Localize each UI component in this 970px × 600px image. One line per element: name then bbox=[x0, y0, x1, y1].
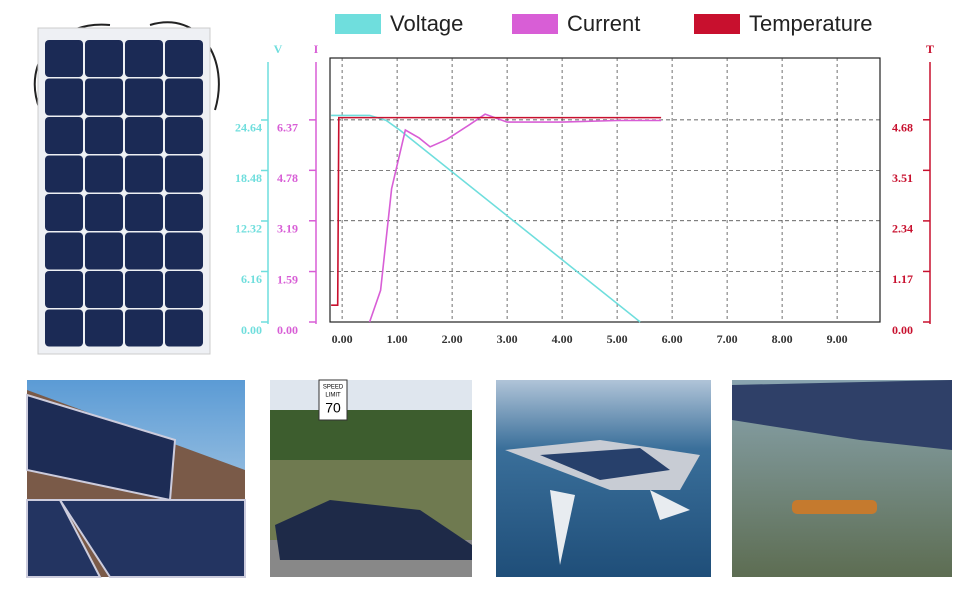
y-tick-label: 1.59 bbox=[277, 272, 298, 286]
x-tick-label: 2.00 bbox=[442, 332, 463, 346]
x-tick-label: 3.00 bbox=[497, 332, 518, 346]
series-line bbox=[331, 114, 641, 323]
y-tick-label: 24.64 bbox=[235, 121, 262, 135]
legend-swatch bbox=[335, 14, 381, 34]
y-tick-label: 1.17 bbox=[892, 272, 913, 286]
legend-label: Voltage bbox=[390, 11, 463, 36]
y-tick-label: 0.00 bbox=[892, 323, 913, 337]
y-axis-label: I bbox=[314, 42, 319, 56]
solar-cell bbox=[165, 232, 203, 270]
y-tick-label: 4.68 bbox=[892, 121, 913, 135]
photo-car: SPEED LIMIT 70 bbox=[270, 379, 472, 577]
x-tick-label: 5.00 bbox=[607, 332, 628, 346]
solar-cell bbox=[85, 271, 123, 308]
solar-cell bbox=[85, 40, 123, 77]
solar-cell bbox=[125, 78, 163, 116]
solar-cell bbox=[165, 271, 203, 308]
x-tick-label: 7.00 bbox=[717, 332, 738, 346]
solar-cell bbox=[125, 309, 163, 347]
legend-label: Current bbox=[567, 11, 640, 36]
series-line bbox=[368, 113, 662, 323]
y-tick-label: 3.51 bbox=[892, 171, 913, 185]
solar-cell bbox=[125, 40, 163, 77]
solar-cell bbox=[45, 232, 83, 270]
y-tick-label: 6.16 bbox=[241, 272, 262, 286]
y-axis-label: V bbox=[274, 42, 283, 56]
solar-cell bbox=[125, 117, 163, 154]
solar-cell bbox=[45, 155, 83, 193]
solar-cell bbox=[85, 155, 123, 193]
sign-text: 70 bbox=[325, 400, 341, 416]
x-tick-label: 6.00 bbox=[662, 332, 683, 346]
solar-cell bbox=[165, 155, 203, 193]
solar-cell bbox=[45, 117, 83, 154]
solar-cell bbox=[85, 78, 123, 116]
y-axis-label: T bbox=[926, 42, 934, 56]
solar-cell bbox=[165, 40, 203, 77]
solar-cell bbox=[125, 194, 163, 231]
legend-swatch bbox=[694, 14, 740, 34]
plot-area bbox=[329, 57, 881, 323]
x-tick-label: 4.00 bbox=[552, 332, 573, 346]
solar-cell bbox=[125, 232, 163, 270]
solar-panel bbox=[33, 21, 220, 355]
sign-text: LIMIT bbox=[325, 393, 341, 399]
solar-cell bbox=[165, 309, 203, 347]
y-tick-label: 12.32 bbox=[235, 222, 262, 236]
sign-text: SPEED bbox=[323, 385, 344, 391]
solar-cell bbox=[165, 78, 203, 116]
y-tick-label: 18.48 bbox=[235, 171, 262, 185]
x-tick-label: 1.00 bbox=[387, 332, 408, 346]
photo-roof bbox=[26, 380, 246, 578]
photo-lake bbox=[732, 380, 952, 577]
solar-cell bbox=[125, 271, 163, 308]
solar-cell bbox=[85, 232, 123, 270]
y-tick-label: 2.34 bbox=[892, 222, 913, 236]
solar-cell bbox=[125, 155, 163, 193]
solar-cell bbox=[85, 117, 123, 154]
legend-label: Temperature bbox=[749, 11, 873, 36]
x-tick-label: 8.00 bbox=[772, 332, 793, 346]
series-line bbox=[331, 116, 662, 306]
y-tick-label: 3.19 bbox=[277, 222, 298, 236]
y-tick-label: 4.78 bbox=[277, 171, 298, 185]
x-tick-label: 0.00 bbox=[332, 332, 353, 346]
legend-swatch bbox=[512, 14, 558, 34]
y-tick-label: 0.00 bbox=[277, 323, 298, 337]
solar-cell bbox=[85, 309, 123, 347]
solar-cell bbox=[85, 194, 123, 231]
solar-cell bbox=[45, 309, 83, 347]
solar-cell bbox=[45, 271, 83, 308]
solar-cell bbox=[45, 194, 83, 231]
solar-cell bbox=[165, 194, 203, 231]
y-tick-label: 0.00 bbox=[241, 323, 262, 337]
solar-cell bbox=[45, 40, 83, 77]
solar-cell bbox=[45, 78, 83, 116]
y-tick-label: 6.37 bbox=[277, 121, 298, 135]
x-tick-label: 9.00 bbox=[827, 332, 848, 346]
solar-cell bbox=[165, 117, 203, 154]
photo-boat bbox=[496, 380, 711, 577]
